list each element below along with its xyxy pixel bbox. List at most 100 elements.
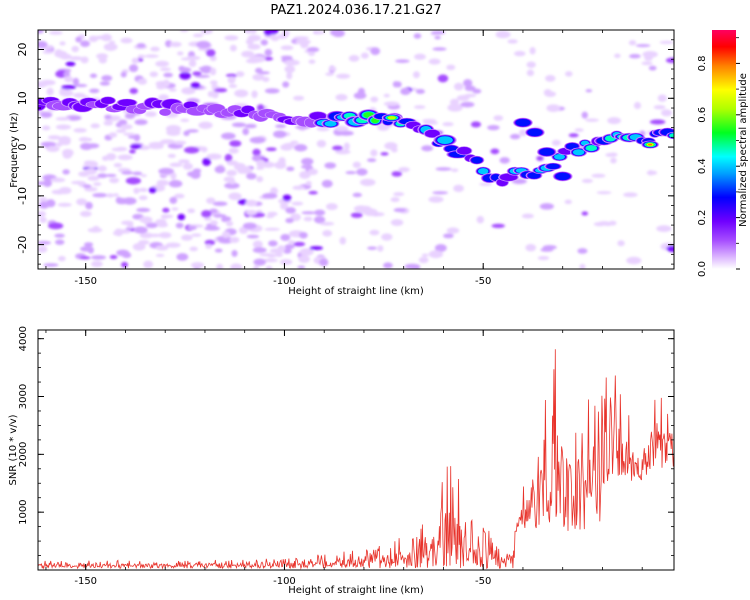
heatmap-cell	[91, 260, 103, 268]
heatmap-cell	[434, 35, 441, 40]
spectrogram-x-axis: -150 -100 -50	[45, 30, 643, 287]
heatmap-cell	[293, 95, 305, 101]
heatmap-cell	[644, 55, 653, 61]
heatmap-cell	[536, 155, 544, 161]
heatmap-cell	[148, 187, 157, 194]
heatmap-cell	[109, 255, 118, 260]
heatmap-cell	[89, 88, 100, 94]
heatmap-cell	[339, 236, 347, 245]
heatmap-cell	[40, 111, 53, 118]
heatmap-cell	[206, 153, 222, 160]
heatmap-cell	[143, 260, 154, 269]
heatmap-cell	[229, 236, 240, 244]
ridge-contour	[159, 108, 171, 116]
heatmap-cell	[125, 177, 141, 185]
heatmap-cell	[300, 40, 309, 49]
heatmap-cell	[326, 203, 338, 211]
heatmap-cell	[190, 262, 205, 269]
heatmap-cell	[252, 247, 267, 253]
heatmap-cell	[314, 30, 326, 35]
heatmap-cell	[211, 84, 219, 89]
heatmap-cell	[82, 184, 92, 189]
heatmap-cell	[149, 71, 159, 78]
heatmap-cell	[626, 256, 642, 265]
heatmap-cell	[242, 127, 249, 136]
heatmap-cell	[136, 207, 151, 213]
heatmap-cell	[206, 197, 216, 204]
heatmap-cell	[195, 74, 210, 78]
heatmap-cell	[428, 250, 444, 259]
heatmap-cell	[58, 186, 72, 195]
heatmap-cell	[434, 244, 447, 252]
heatmap-cell	[120, 124, 133, 130]
x-tick-label: -150	[74, 576, 97, 587]
heatmap-cell	[360, 178, 376, 187]
heatmap-cell	[393, 192, 405, 197]
heatmap-cell	[57, 202, 72, 207]
heatmap-cell	[171, 207, 179, 211]
heatmap-cell	[144, 111, 157, 117]
heatmap-cell	[264, 227, 281, 231]
heatmap-cell	[313, 216, 326, 224]
heatmap-cell	[187, 171, 201, 177]
heatmap-cell	[285, 217, 294, 224]
snr-series-line	[38, 349, 674, 570]
heatmap-cell	[169, 196, 178, 204]
heatmap-cell	[328, 66, 337, 71]
colorbar-label: Normalized spectral amplitude	[738, 73, 749, 227]
heatmap-cell	[109, 40, 116, 44]
heatmap-cell	[544, 91, 557, 97]
heatmap-cell	[148, 144, 164, 150]
heatmap-cell	[338, 130, 354, 136]
heatmap-cell	[117, 154, 133, 161]
heatmap-cell	[198, 66, 211, 71]
heatmap-cell	[574, 128, 584, 132]
heatmap-cell	[104, 114, 112, 119]
heatmap-cell	[179, 30, 189, 33]
heatmap-cell	[526, 61, 536, 69]
heatmap-cell	[265, 147, 277, 152]
heatmap-cell	[431, 30, 446, 35]
heatmap-cell	[64, 76, 74, 83]
heatmap-cell	[251, 90, 258, 99]
heatmap-cell	[265, 265, 273, 269]
heatmap-cell	[209, 208, 218, 214]
heatmap-cell	[188, 59, 197, 68]
heatmap-cell	[256, 176, 264, 183]
heatmap-cell	[101, 75, 113, 82]
heatmap-cell	[120, 71, 127, 78]
heatmap-cell	[132, 242, 146, 251]
heatmap-cell	[256, 166, 265, 170]
heatmap-cell	[283, 59, 300, 66]
heatmap-cell	[294, 144, 308, 152]
ridge-contour	[572, 149, 585, 156]
heatmap-cell	[305, 180, 312, 186]
heatmap-cell	[89, 73, 98, 79]
heatmap-cell	[78, 137, 90, 142]
heatmap-cell	[526, 69, 535, 77]
heatmap-cell	[446, 64, 456, 71]
heatmap-cell	[128, 64, 139, 73]
heatmap-cell	[168, 88, 177, 92]
ridge-contour	[425, 129, 440, 138]
heatmap-cell	[144, 54, 159, 58]
heatmap-cell	[214, 88, 228, 93]
heatmap-cell	[285, 207, 296, 214]
heatmap-cell	[263, 258, 278, 263]
heatmap-cell	[259, 253, 275, 257]
heatmap-cell	[103, 43, 118, 51]
heatmap-cell	[249, 136, 266, 144]
y-tick-label: 20	[16, 43, 29, 57]
heatmap-cell	[133, 134, 141, 142]
heatmap-cell	[653, 105, 666, 110]
heatmap-cell	[525, 244, 537, 252]
heatmap-cell	[656, 225, 672, 233]
heatmap-cell	[400, 87, 411, 95]
heatmap-cell	[61, 84, 77, 90]
heatmap-cell	[262, 193, 278, 199]
heatmap-cell	[565, 71, 573, 77]
heatmap-cell	[298, 255, 310, 263]
heatmap-cell	[49, 31, 63, 35]
heatmap-cell	[126, 223, 134, 229]
